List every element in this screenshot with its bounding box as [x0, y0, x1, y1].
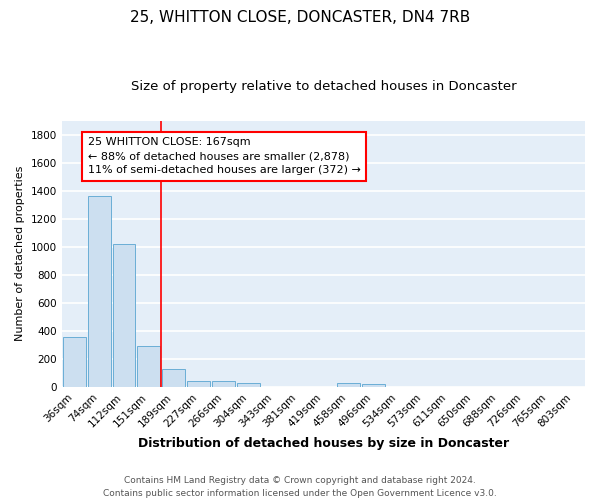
Bar [113, 244, 136, 387]
Bar [237, 382, 260, 387]
Title: Size of property relative to detached houses in Doncaster: Size of property relative to detached ho… [131, 80, 516, 93]
Bar [137, 346, 160, 387]
Text: 25, WHITTON CLOSE, DONCASTER, DN4 7RB: 25, WHITTON CLOSE, DONCASTER, DN4 7RB [130, 10, 470, 25]
Bar [62, 337, 86, 387]
Text: 25 WHITTON CLOSE: 167sqm
← 88% of detached houses are smaller (2,878)
11% of sem: 25 WHITTON CLOSE: 167sqm ← 88% of detach… [88, 138, 361, 175]
Bar [212, 382, 235, 387]
Bar [337, 382, 360, 387]
X-axis label: Distribution of detached houses by size in Doncaster: Distribution of detached houses by size … [138, 437, 509, 450]
Bar [88, 196, 110, 387]
Bar [362, 384, 385, 387]
Bar [187, 381, 210, 387]
Bar [163, 368, 185, 387]
Y-axis label: Number of detached properties: Number of detached properties [15, 166, 25, 342]
Text: Contains HM Land Registry data © Crown copyright and database right 2024.
Contai: Contains HM Land Registry data © Crown c… [103, 476, 497, 498]
